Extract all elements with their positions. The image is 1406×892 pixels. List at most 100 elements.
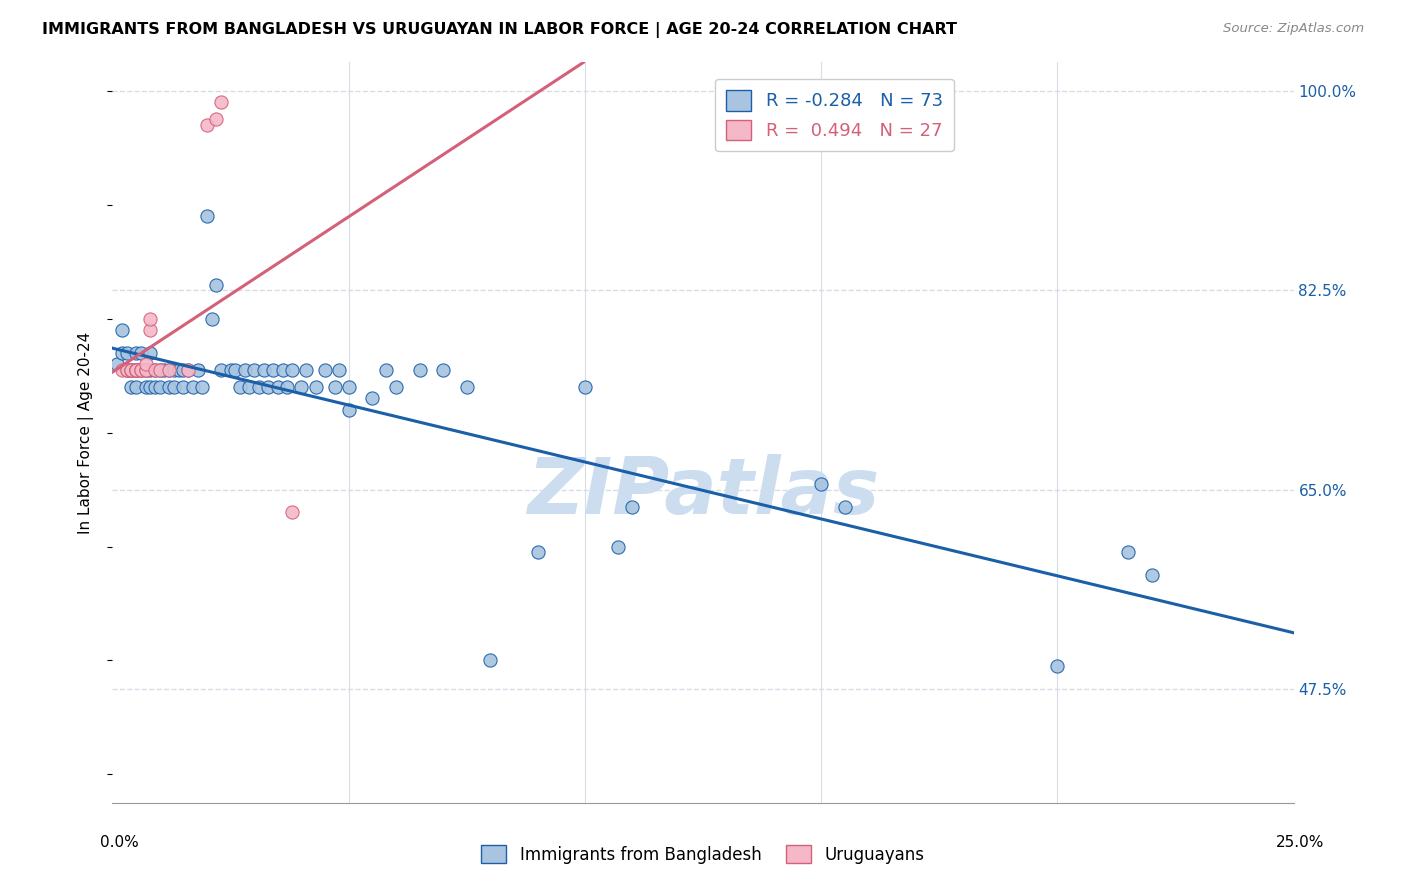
Point	[247, 380, 270, 394]
Point	[129, 346, 152, 360]
Point	[271, 363, 294, 377]
Point	[139, 311, 162, 326]
Point	[105, 357, 128, 371]
Point	[209, 95, 232, 110]
Point	[229, 380, 252, 394]
Point	[125, 363, 148, 377]
Point	[157, 380, 180, 394]
Point	[281, 363, 304, 377]
Point	[125, 363, 148, 377]
Point	[139, 346, 162, 360]
Point	[115, 363, 138, 377]
Point	[163, 380, 186, 394]
Y-axis label: In Labor Force | Age 20-24: In Labor Force | Age 20-24	[77, 332, 94, 533]
Point	[125, 363, 148, 377]
Point	[167, 363, 190, 377]
Point	[195, 209, 218, 223]
Point	[143, 380, 166, 394]
Point	[456, 380, 478, 394]
Point	[153, 363, 176, 377]
Point	[479, 653, 502, 667]
Point	[186, 363, 208, 377]
Point	[177, 363, 200, 377]
Point	[337, 402, 360, 417]
Point	[129, 363, 152, 377]
Legend: R = -0.284   N = 73, R =  0.494   N = 27: R = -0.284 N = 73, R = 0.494 N = 27	[716, 78, 953, 152]
Point	[139, 363, 162, 377]
Point	[276, 380, 298, 394]
Point	[125, 363, 148, 377]
Point	[120, 380, 142, 394]
Point	[139, 323, 162, 337]
Point	[191, 380, 214, 394]
Point	[243, 363, 266, 377]
Point	[120, 363, 142, 377]
Point	[295, 363, 318, 377]
Point	[361, 392, 384, 406]
Point	[257, 380, 280, 394]
Point	[149, 380, 172, 394]
Point	[281, 505, 304, 519]
Point	[290, 380, 312, 394]
Point	[834, 500, 856, 514]
Point	[314, 363, 336, 377]
Point	[129, 363, 152, 377]
Point	[135, 357, 157, 371]
Point	[125, 363, 148, 377]
Point	[135, 363, 157, 377]
Text: ZIPatlas: ZIPatlas	[527, 454, 879, 530]
Point	[163, 363, 186, 377]
Point	[115, 363, 138, 377]
Point	[125, 346, 148, 360]
Point	[135, 380, 157, 394]
Point	[181, 380, 204, 394]
Point	[172, 363, 194, 377]
Point	[125, 363, 148, 377]
Point	[219, 363, 242, 377]
Point	[810, 476, 832, 491]
Point	[607, 540, 630, 554]
Point	[111, 363, 134, 377]
Point	[385, 380, 408, 394]
Point	[143, 363, 166, 377]
Point	[205, 112, 228, 127]
Point	[195, 118, 218, 132]
Point	[408, 363, 430, 377]
Point	[125, 380, 148, 394]
Point	[120, 363, 142, 377]
Point	[120, 363, 142, 377]
Point	[205, 277, 228, 292]
Point	[375, 363, 398, 377]
Point	[115, 363, 138, 377]
Point	[304, 380, 326, 394]
Point	[143, 363, 166, 377]
Legend: Immigrants from Bangladesh, Uruguayans: Immigrants from Bangladesh, Uruguayans	[475, 838, 931, 871]
Point	[177, 363, 200, 377]
Point	[432, 363, 454, 377]
Point	[111, 323, 134, 337]
Text: 0.0%: 0.0%	[100, 836, 139, 850]
Point	[115, 346, 138, 360]
Point	[201, 311, 224, 326]
Point	[337, 380, 360, 394]
Point	[120, 363, 142, 377]
Point	[1046, 659, 1069, 673]
Point	[323, 380, 346, 394]
Point	[253, 363, 276, 377]
Text: Source: ZipAtlas.com: Source: ZipAtlas.com	[1223, 22, 1364, 36]
Point	[224, 363, 246, 377]
Point	[172, 380, 194, 394]
Point	[209, 363, 232, 377]
Point	[262, 363, 284, 377]
Point	[157, 363, 180, 377]
Point	[233, 363, 256, 377]
Point	[125, 363, 148, 377]
Point	[139, 380, 162, 394]
Point	[238, 380, 260, 394]
Point	[157, 363, 180, 377]
Text: 25.0%: 25.0%	[1277, 836, 1324, 850]
Point	[149, 363, 172, 377]
Point	[135, 363, 157, 377]
Point	[621, 500, 644, 514]
Point	[149, 363, 172, 377]
